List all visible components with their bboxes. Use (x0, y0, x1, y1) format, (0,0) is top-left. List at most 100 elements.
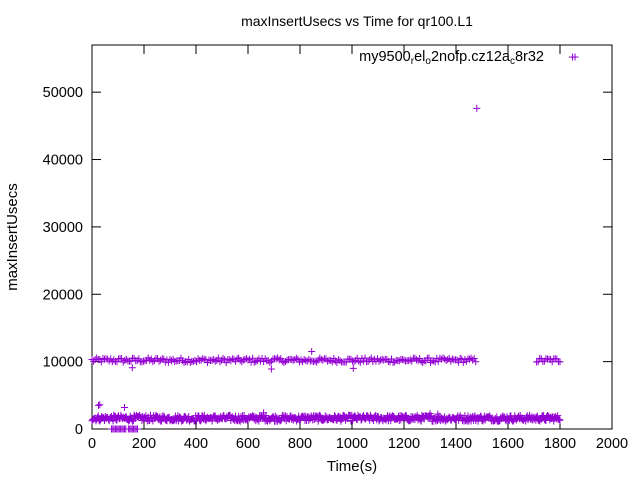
data-point (336, 357, 344, 365)
x-tick-label: 1200 (388, 436, 420, 452)
data-point (316, 411, 324, 419)
data-point (441, 355, 449, 363)
data-points (88, 53, 576, 433)
data-point (387, 417, 395, 425)
data-point (324, 357, 332, 365)
data-point (129, 417, 137, 425)
data-point (337, 417, 345, 425)
x-tick-label: 2000 (596, 436, 628, 452)
data-point (227, 357, 235, 365)
data-point (121, 403, 128, 411)
data-point (419, 358, 427, 366)
data-point (416, 354, 424, 362)
x-tick-label: 600 (236, 436, 260, 452)
data-point (366, 356, 374, 364)
data-point (308, 348, 316, 356)
data-point (327, 356, 335, 364)
data-point (219, 354, 227, 362)
data-point (349, 364, 357, 372)
data-point (250, 358, 258, 366)
data-point (554, 412, 562, 420)
plot-border (91, 44, 613, 430)
y-axis: 0 10000 20000 30000 40000 50000 (43, 85, 612, 438)
data-point (134, 425, 141, 433)
data-point (95, 401, 102, 409)
x-tick-label: 200 (132, 436, 156, 452)
data-point (186, 359, 194, 367)
data-point (434, 410, 442, 418)
data-point (135, 355, 143, 363)
x-axis-label: Time(s) (327, 458, 377, 475)
data-point (456, 354, 464, 362)
legend-label: my9500relo2nofp.cz12ac8r32 (359, 49, 544, 67)
data-point (417, 357, 425, 365)
data-point (400, 356, 408, 364)
data-point (249, 354, 257, 362)
x-tick-label: 400 (184, 436, 208, 452)
data-point (128, 364, 136, 372)
data-point (180, 359, 188, 367)
data-point (96, 401, 104, 409)
data-point (90, 357, 98, 365)
data-point (93, 354, 101, 362)
data-point (412, 356, 420, 364)
data-point (473, 104, 481, 112)
data-point (555, 415, 563, 423)
data-point (202, 355, 210, 363)
y-tick-label: 30000 (43, 220, 83, 236)
x-tick-label: 1000 (336, 436, 368, 452)
data-point (469, 356, 477, 364)
data-point (107, 355, 115, 363)
data-point (109, 417, 117, 425)
data-point (395, 357, 403, 365)
data-point (242, 355, 250, 363)
data-point (402, 412, 410, 420)
data-point (119, 358, 127, 366)
data-point (236, 417, 244, 425)
legend-marker (571, 53, 579, 61)
data-point (448, 355, 456, 363)
data-point (427, 413, 435, 421)
data-point (472, 358, 480, 366)
data-point (160, 412, 168, 420)
data-point (321, 412, 329, 420)
data-point (444, 355, 452, 363)
data-point (349, 417, 357, 425)
data-point (328, 358, 336, 366)
data-point (319, 356, 327, 364)
data-point (361, 354, 369, 362)
data-point (216, 358, 224, 366)
data-point (230, 355, 238, 363)
chart-title: maxInsertUsecs vs Time for qr100.L1 (241, 13, 473, 29)
data-point (405, 357, 413, 365)
data-point (317, 413, 325, 421)
data-point (388, 355, 396, 363)
y-tick-label: 50000 (43, 85, 83, 101)
data-point (314, 417, 322, 425)
data-point (199, 355, 207, 363)
data-point (506, 412, 514, 420)
x-tick-label: 800 (288, 436, 312, 452)
data-point (466, 355, 474, 363)
data-point (171, 357, 179, 365)
data-point (349, 357, 357, 365)
data-point (556, 358, 564, 366)
data-point (110, 356, 118, 364)
y-axis-label: maxInsertUsecs (4, 183, 21, 291)
y-tick-label: 20000 (43, 287, 83, 303)
data-point (208, 417, 216, 425)
data-point (485, 413, 493, 421)
data-point (275, 356, 283, 364)
data-point (118, 355, 126, 363)
data-point (391, 358, 399, 366)
data-point (395, 417, 403, 425)
x-tick-label: 1400 (440, 436, 472, 452)
data-point (297, 356, 305, 364)
legend-plus-icon (571, 53, 579, 61)
data-point (431, 358, 439, 366)
x-tick-label: 1600 (492, 436, 524, 452)
data-point (315, 412, 323, 420)
data-point (548, 358, 556, 366)
data-point (149, 358, 157, 366)
data-point (152, 411, 160, 419)
